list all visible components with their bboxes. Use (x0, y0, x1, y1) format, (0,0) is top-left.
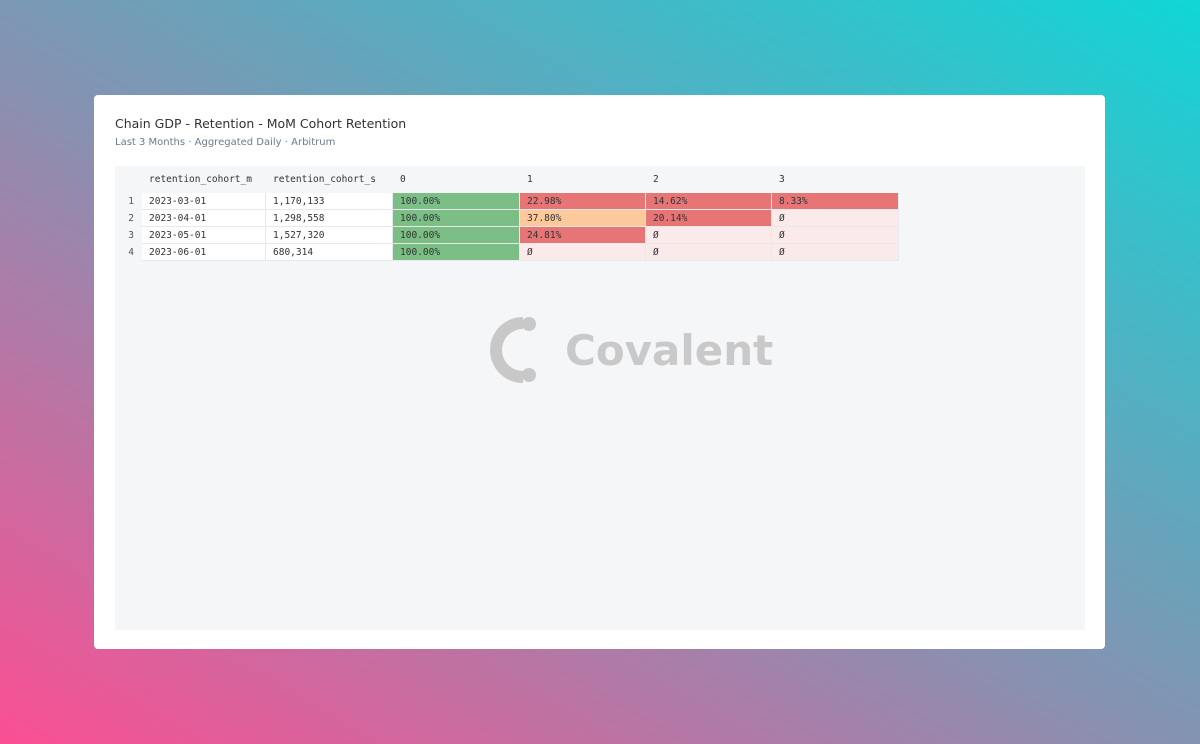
table-cell: Ø (519, 243, 646, 261)
card-subtitle: Last 3 Months · Aggregated Daily · Arbit… (115, 137, 336, 148)
logo-ring (490, 317, 523, 383)
column-header: 0 (392, 166, 520, 193)
table-row: 3 2023-05-01 1,527,320 100.00% 24.81% Ø Ø (115, 226, 899, 244)
table-cell: 1,170,133 (265, 192, 393, 210)
table-cell: Ø (771, 209, 899, 227)
watermark-text: Covalent (565, 326, 773, 375)
table-cell: 2023-03-01 (141, 192, 266, 210)
column-header: retention_cohort_m (141, 166, 266, 193)
table-cell: 1,527,320 (265, 226, 393, 244)
column-header: 1 (519, 166, 646, 193)
column-header: 3 (771, 166, 899, 193)
card-title: Chain GDP - Retention - MoM Cohort Reten… (115, 116, 407, 131)
table-cell: 1,298,558 (265, 209, 393, 227)
table-row: 2 2023-04-01 1,298,558 100.00% 37.80% 20.14% Ø (115, 209, 899, 227)
table-cell: 2023-04-01 (141, 209, 266, 227)
table-cell: Ø (645, 243, 772, 261)
table-cell: 100.00% (392, 209, 520, 227)
table-cell: 22.98% (519, 192, 646, 210)
column-header: 2 (645, 166, 772, 193)
table-cell: 2023-05-01 (141, 226, 266, 244)
table-panel: Covalent retention_cohort_m retention_coh… (115, 166, 1085, 630)
table-cell: 14.62% (645, 192, 772, 210)
table-cell: Ø (771, 226, 899, 244)
header-row: retention_cohort_m retention_cohort_s 0 1 2 3 (115, 166, 899, 193)
table-cell: 100.00% (392, 192, 520, 210)
table-row: 1 2023-03-01 1,170,133 100.00% 22.98% 14.62% 8… (115, 192, 899, 210)
table-cell: Ø (771, 243, 899, 261)
row-number-header (115, 166, 142, 193)
table-row: 4 2023-06-01 680,314 100.00% Ø Ø Ø (115, 243, 899, 261)
chart-card: Chain GDP - Retention - MoM Cohort Reten… (94, 95, 1105, 649)
row-number: 4 (115, 243, 142, 261)
table-cell: 24.81% (519, 226, 646, 244)
row-number: 3 (115, 226, 142, 244)
column-header: retention_cohort_s (265, 166, 393, 193)
row-number: 2 (115, 209, 142, 227)
table-cell: Ø (645, 226, 772, 244)
logo-dot (522, 317, 536, 331)
retention-table: retention_cohort_m retention_cohort_s 0 1 2 3… (115, 166, 899, 261)
table-cell: 8.33% (771, 192, 899, 210)
table-cell: 100.00% (392, 226, 520, 244)
row-number: 1 (115, 192, 142, 210)
table-cell: 680,314 (265, 243, 393, 261)
watermark: Covalent (490, 317, 773, 383)
logo-dot (522, 368, 536, 382)
table-cell: 20.14% (645, 209, 772, 227)
table-cell: 37.80% (519, 209, 646, 227)
table-cell: 100.00% (392, 243, 520, 261)
table-cell: 2023-06-01 (141, 243, 266, 261)
